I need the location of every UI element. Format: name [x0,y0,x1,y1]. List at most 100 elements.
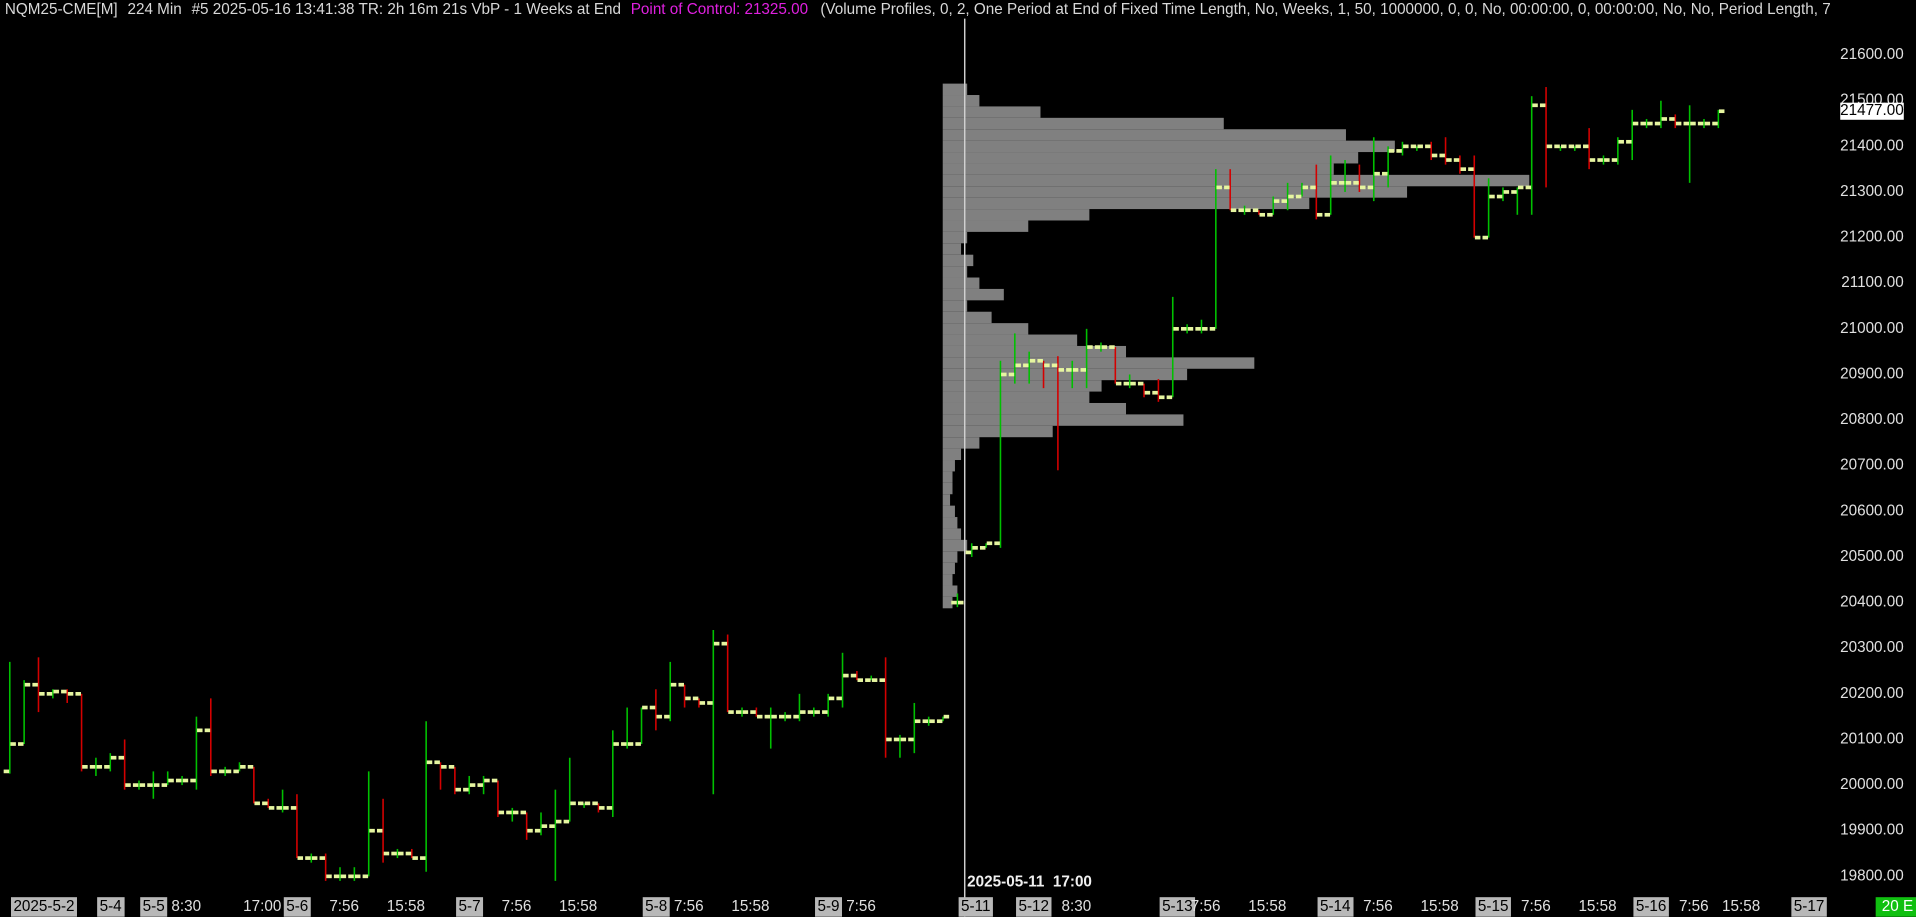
bar-close [254,801,260,806]
bar-open [793,714,799,719]
bar-open [1425,144,1431,149]
bar-close [110,755,117,760]
bar-close [1029,358,1036,363]
volume-profile-bar [942,300,968,312]
bar-open [1137,381,1144,386]
bar-close [441,765,447,769]
x-tick-label: 5-5 [143,898,165,915]
bar-open [692,696,699,701]
bar-close [311,856,318,860]
bar-open [606,806,613,810]
volume-profile-bar [942,437,980,449]
bar-open [778,714,785,719]
volume-profile-bar [942,323,1029,335]
bar-open [908,737,914,742]
bar-open [1654,121,1661,126]
x-tick-label: 8:30 [1062,898,1092,915]
bar-open [89,765,96,769]
period-label: 2025-05-11 17:00 [967,874,1092,891]
volume-profile-bar [942,562,955,575]
volume-profile-bar [942,448,962,461]
bar-open [506,810,512,815]
x-tick-label: 15:58 [1722,898,1760,915]
bar-open [18,742,24,746]
bar-open [204,728,211,733]
bar-open [1281,199,1288,203]
bar-close [1431,153,1438,158]
bar-close [512,810,519,815]
y-tick-label: 20000.00 [1840,776,1904,793]
bar-close [1632,121,1639,126]
x-tick-label: 7:56 [846,898,876,915]
bar-open [1338,181,1345,185]
bar-close [383,851,390,856]
bar-open [1626,139,1632,144]
bar-open [1051,363,1058,368]
bar-open [1252,208,1259,213]
bar-open [1453,158,1460,162]
bar-open [46,692,53,696]
x-tick-label: 15:58 [1248,898,1286,915]
bar-close [1546,144,1553,149]
bar-open [1468,167,1474,171]
volume-profile-bar [942,163,1334,175]
bar-open [1123,381,1130,386]
bar-open [807,710,814,714]
x-date-box [1016,897,1052,917]
volume-profile-bar [942,209,1090,221]
x-tick-label: 5-8 [645,898,667,915]
bar-close [1647,121,1653,126]
bar-close [398,851,404,856]
bar-close [785,714,792,719]
bar-open [649,705,656,710]
x-tick-label: 15:58 [731,898,769,915]
bar-open [175,778,182,783]
bar-close [599,806,605,810]
volume-profile-bar [942,402,1127,415]
bar-close [728,710,734,714]
bar-close [857,678,863,682]
bar-close [742,710,749,714]
bar-open [836,696,842,701]
volume-profile-bar [942,152,1359,164]
bar-close [1690,121,1696,126]
bar-open [534,828,541,833]
bar-close [340,874,347,879]
x-tick-label: 5-13 [1162,898,1193,915]
volume-profile-bar [942,140,1395,153]
bar-open [1482,235,1489,240]
bar-open [1209,327,1216,331]
y-tick-label: 20400.00 [1840,594,1904,611]
bar-open [348,874,354,879]
x-tick-label: 15:58 [387,898,425,915]
bar-close [139,783,146,787]
bar-close [1661,117,1668,121]
bar-close [1718,109,1725,114]
bar-close [168,778,174,783]
bar-close [1489,194,1495,199]
bar-close [10,742,16,746]
bar-close [1159,395,1165,400]
x-date-box [1475,897,1511,917]
bar-open [247,765,254,769]
bar-close [527,828,533,833]
bar-close [1561,144,1567,149]
bar-close [1144,390,1151,395]
bar-open [1037,358,1043,363]
volume-profile-bar [942,414,1184,426]
bar-close [900,737,907,742]
last-price-box [1840,102,1904,120]
bar-close [82,765,88,769]
bar-close [1503,190,1510,194]
bar-open [1669,117,1675,121]
bar-close [929,719,935,724]
volume-profile-bar [942,277,980,289]
x-date-box [1633,897,1669,917]
y-tick-label: 20800.00 [1840,411,1904,428]
bar-open [1066,368,1072,372]
volume-profile-bar [942,83,968,96]
bar-close [1230,208,1237,213]
bar-open [577,801,584,806]
volume-profile-bar [942,197,1310,210]
